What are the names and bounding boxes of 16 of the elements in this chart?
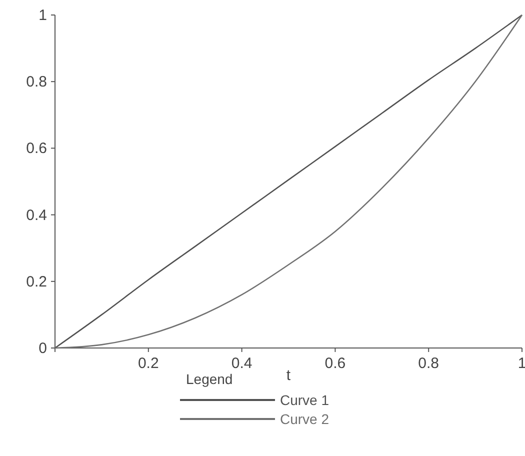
y-tick-label: 0.4 <box>26 206 47 224</box>
y-tick-label: 0.6 <box>26 140 47 158</box>
x-tick-label: 0.6 <box>324 355 346 372</box>
x-tick-label: 0.4 <box>231 355 252 372</box>
text: Curve 1 <box>280 392 330 408</box>
x-tick-label: 0.2 <box>138 355 159 372</box>
legend-title: Legend <box>186 371 233 387</box>
x-tick-label: 0.8 <box>418 355 440 372</box>
y-tick-label: 1 <box>38 7 47 24</box>
text: Curve 2 <box>280 411 330 427</box>
line-series <box>54 14 523 349</box>
y-tick-label: 0.2 <box>26 273 47 290</box>
y-tick-label: 0.8 <box>26 74 47 91</box>
x-tick-label: 1 <box>518 355 525 372</box>
x-axis-title: t <box>286 367 292 384</box>
y-tick-label: 0 <box>38 340 47 357</box>
